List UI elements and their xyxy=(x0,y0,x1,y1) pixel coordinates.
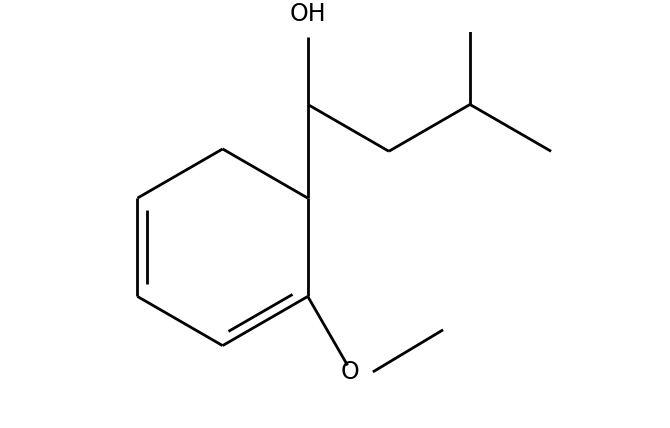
Text: OH: OH xyxy=(289,2,326,26)
Text: O: O xyxy=(341,360,360,384)
